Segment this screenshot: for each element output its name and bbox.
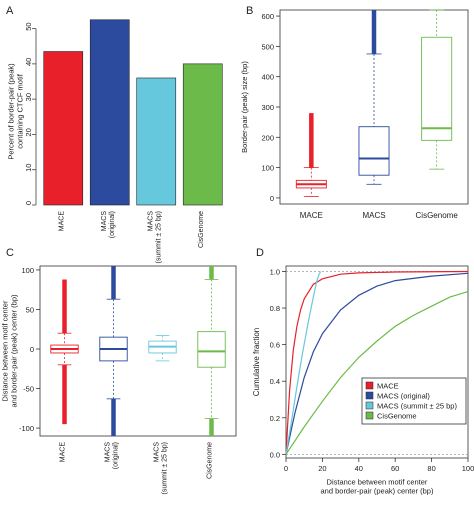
x-tick-label: MACS(summit ± 25 bp) [147,211,162,264]
x-tick-label: 40 [355,464,363,473]
x-tick-label: MACE [58,211,65,232]
panel-letter: D [256,247,264,259]
series-line [285,291,469,455]
legend-swatch [365,411,374,420]
y-tick-label: 0.2 [270,414,280,423]
series-line [285,270,469,455]
y-tick-label: 300 [261,103,274,112]
box [197,331,226,368]
x-tick-label: CisGenome [416,211,459,220]
x-tick-label: MACE [60,442,67,463]
legend-swatch [365,391,374,400]
y-tick-label: 0.8 [270,304,280,313]
panel-a: A 0 10 20 30 40 50 Percent of border-pair (peak… [6,5,223,264]
x-tick-label: MACS(summit ± 25 bp) [154,442,169,495]
y-tick-label: 500 [261,42,274,51]
legend-label: MACS (summit ± 25 bp) [377,402,457,411]
x-tick-label: MACE [300,211,323,220]
y-tick-label: 600 [261,12,274,21]
y-tick-label: 400 [261,73,274,82]
x-axis-label: Distance between motif center and border-… [321,478,434,496]
x-tick-label: 60 [391,464,399,473]
y-tick-label: 1.0 [270,267,280,276]
y-tick-label: 100 [21,266,34,275]
y-tick-label: 10 [24,164,33,172]
plot-frame [285,265,469,459]
y-tick-label: 0 [24,201,33,205]
y-tick-label: 30 [24,93,33,101]
x-tick-label: CisGenome [198,211,205,248]
y-tick-label: -100 [19,424,34,433]
panel-letter: C [6,247,14,259]
y-tick-label: 0 [270,194,274,203]
panel-d: D 0.0 0.2 0.4 0.6 0.8 1.0 0 20 40 60 80 100 Cumulativ… [252,247,474,496]
x-tick-label: CisGenome [207,442,214,479]
x-tick-label: MACS(original) [101,211,116,239]
y-tick-label: 100 [261,164,274,173]
bar [43,51,84,206]
series-line [285,271,322,455]
bar [89,19,130,206]
y-tick-label: 20 [24,128,33,136]
y-tick-label: 0.4 [270,377,280,386]
legend-label: MACE [377,382,399,391]
y-tick-label: 0.6 [270,341,280,350]
bar [136,77,177,206]
legend-label: CisGenome [377,412,417,421]
legend-swatch [365,401,374,410]
plot-frame [39,265,237,437]
y-tick-label: 40 [24,58,33,66]
legend-swatch [365,381,374,390]
series-line [285,272,469,455]
x-tick-label: 100 [462,464,474,473]
y-axis-label: Distance between motif centerand border-… [1,294,19,407]
y-tick-label: 50 [26,305,34,314]
box [358,126,390,176]
legend-box [361,377,467,425]
y-tick-label: 200 [261,133,274,142]
y-tick-label: 0 [30,345,34,354]
panel-b: B 0 100 200 300 400 500 600 Border-pair (peak) s… [240,5,469,220]
y-tick-label: -50 [23,385,34,394]
bar [182,63,223,206]
y-axis-label: Border-pair (peak) size (bp) [240,61,249,153]
x-tick-label: MACS(original) [105,442,120,470]
box [421,36,453,141]
panel-letter: A [6,5,14,17]
x-tick-label: 20 [318,464,326,473]
x-tick-label: MACS [362,211,385,220]
x-tick-label: 80 [427,464,435,473]
y-axis-label: Cumulative fraction [252,328,261,396]
y-tick-label: 0.0 [270,450,280,459]
y-tick-label: 50 [24,22,33,30]
panel-letter: B [246,5,253,17]
x-tick-label: 0 [284,464,288,473]
panel-c: C -100 -50 0 50 100 Distance between motif cen… [1,247,237,495]
legend-label: MACS (original) [377,392,430,401]
y-axis-label: Percent of border-pair (peak)containing … [7,63,25,160]
